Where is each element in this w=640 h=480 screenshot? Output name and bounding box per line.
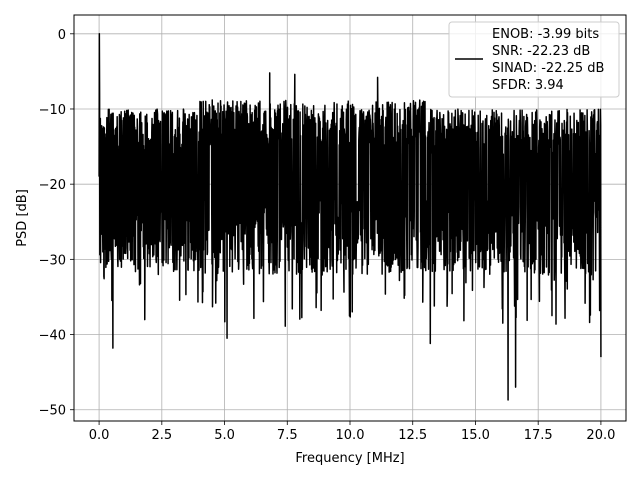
y-tick-label: −20 [39,178,66,193]
legend-entry-line: SINAD: -22.25 dB [492,61,604,76]
x-axis-ticks: 0.0 2.5 5.0 7.5 10.0 12.5 15.0 17.5 20.0 [89,421,615,443]
y-tick-label: −40 [39,329,66,344]
plot-area [98,33,602,401]
x-tick-label: 15.0 [461,428,490,443]
x-tick-label: 10.0 [336,428,365,443]
x-tick-label: 20.0 [586,428,615,443]
x-tick-label: 12.5 [398,428,427,443]
psd-series-line [98,33,602,401]
legend-entry-line: ENOB: -3.99 bits [492,27,599,42]
x-axis-label: Frequency [MHz] [295,451,404,466]
x-tick-label: 17.5 [524,428,553,443]
y-tick-label: −30 [39,253,66,268]
x-tick-label: 2.5 [151,428,172,443]
y-axis-label: PSD [dB] [15,189,30,247]
legend-entry-line: SFDR: 3.94 [492,78,564,93]
legend: ENOB: -3.99 bits SNR: -22.23 dB SINAD: -22… [448,21,620,98]
x-tick-label: 0.0 [89,428,110,443]
y-tick-label: −50 [39,404,66,419]
legend-entry-line: SNR: -22.23 dB [492,44,590,59]
y-tick-label: 0 [58,28,66,43]
x-tick-label: 7.5 [277,428,298,443]
legend-box [448,21,620,98]
y-axis-ticks: 0 −10 −20 −30 −40 −50 [39,28,74,419]
x-tick-label: 5.0 [214,428,235,443]
y-tick-label: −10 [39,103,66,118]
